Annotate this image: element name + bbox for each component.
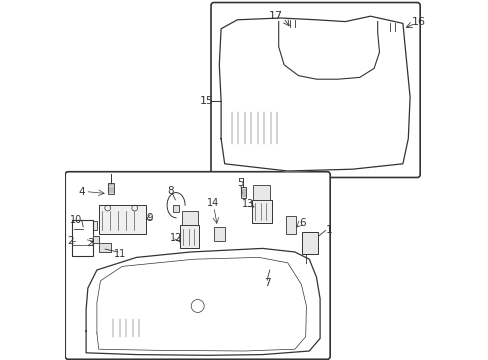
Text: 3: 3	[87, 238, 94, 248]
Text: 12: 12	[169, 233, 182, 243]
Text: 5: 5	[237, 178, 244, 188]
Bar	[181, 211, 197, 225]
Polygon shape	[86, 248, 320, 355]
Polygon shape	[93, 236, 99, 243]
Bar	[251, 200, 271, 223]
Bar	[179, 225, 199, 248]
Bar	[213, 227, 224, 241]
Bar	[241, 187, 246, 198]
Text: 1: 1	[325, 225, 332, 235]
Text: 9: 9	[146, 213, 153, 223]
Text: 2: 2	[67, 236, 74, 246]
Bar	[99, 243, 111, 252]
Bar	[373, 126, 400, 157]
Polygon shape	[219, 16, 409, 171]
FancyBboxPatch shape	[211, 3, 419, 177]
Bar	[107, 317, 140, 338]
FancyBboxPatch shape	[65, 172, 329, 359]
Text: 16: 16	[411, 17, 425, 27]
Bar	[253, 185, 269, 200]
Bar	[386, 31, 399, 45]
Bar	[186, 297, 208, 315]
Bar	[108, 183, 114, 194]
Bar	[72, 220, 93, 256]
Text: 7: 7	[264, 278, 270, 288]
Text: 15: 15	[199, 96, 213, 106]
Bar	[82, 221, 97, 230]
Bar	[228, 110, 276, 146]
Text: 10: 10	[70, 215, 82, 225]
Bar	[99, 205, 145, 234]
Text: 6: 6	[298, 218, 305, 228]
Text: 4: 4	[78, 186, 85, 197]
Text: 17: 17	[268, 11, 283, 21]
Bar	[251, 317, 284, 338]
Text: 13: 13	[242, 199, 254, 209]
Text: 11: 11	[114, 249, 126, 259]
Bar	[173, 205, 179, 212]
Text: 14: 14	[206, 198, 219, 208]
Bar	[285, 27, 300, 43]
Bar	[285, 216, 295, 234]
Bar	[302, 232, 318, 254]
Text: 8: 8	[167, 186, 174, 196]
